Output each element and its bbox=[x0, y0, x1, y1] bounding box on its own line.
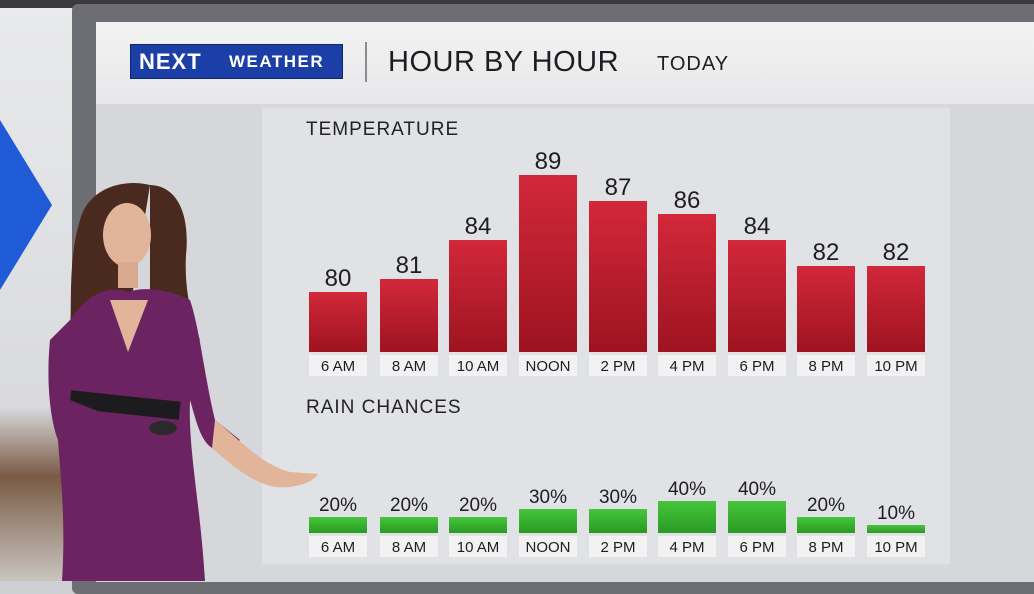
header-divider bbox=[365, 42, 367, 82]
temperature-bar bbox=[380, 279, 438, 352]
rain-category-label: 4 PM bbox=[669, 539, 704, 556]
rain-category-box bbox=[519, 536, 577, 557]
temperature-value-label: 87 bbox=[605, 174, 632, 201]
temperature-category-box bbox=[658, 355, 716, 376]
temperature-category-box bbox=[589, 355, 647, 376]
temperature-category-box bbox=[309, 355, 367, 376]
rain-value-label: 20% bbox=[459, 495, 497, 516]
rain-bar bbox=[867, 525, 925, 533]
temperature-value-label: 84 bbox=[465, 213, 492, 240]
studio-arrow-graphic bbox=[0, 120, 52, 290]
rain-category-box bbox=[658, 536, 716, 557]
temperature-bar bbox=[589, 201, 647, 352]
rain-category-label: 6 AM bbox=[321, 539, 355, 556]
temperature-bar bbox=[797, 266, 855, 352]
temperature-value-label: 80 bbox=[325, 265, 352, 292]
rain-value-label: 10% bbox=[877, 503, 915, 524]
temperature-category-label: 8 PM bbox=[808, 358, 843, 375]
rain-category-label: 6 PM bbox=[739, 539, 774, 556]
page-title: HOUR BY HOUR bbox=[388, 46, 620, 78]
temperature-category-label: 6 PM bbox=[739, 358, 774, 375]
rain-value-label: 20% bbox=[807, 495, 845, 516]
rain-value-label: 30% bbox=[599, 487, 637, 508]
presenter-figure bbox=[48, 183, 318, 581]
rain-category-label: 8 PM bbox=[808, 539, 843, 556]
rain-category-label: 10 AM bbox=[457, 539, 500, 556]
temperature-value-label: 82 bbox=[883, 239, 910, 266]
temperature-value-label: 86 bbox=[674, 187, 701, 214]
rain-category-label: NOON bbox=[526, 539, 571, 556]
temperature-category-label: NOON bbox=[526, 358, 571, 375]
rain-chances-chart: 20% 6 AM 20% 8 AM 20% 10 AM 30% NOON 30% 2 PM 40% 4… bbox=[309, 479, 925, 557]
temperature-category-label: 10 PM bbox=[874, 358, 917, 375]
temperature-category-label: 6 AM bbox=[321, 358, 355, 375]
rain-category-label: 2 PM bbox=[600, 539, 635, 556]
rain-bar bbox=[658, 501, 716, 533]
rain-value-label: 30% bbox=[529, 487, 567, 508]
rain-category-box bbox=[380, 536, 438, 557]
temperature-category-box bbox=[797, 355, 855, 376]
rain-category-box bbox=[867, 536, 925, 557]
rain-bar bbox=[797, 517, 855, 533]
temperature-value-label: 84 bbox=[744, 213, 771, 240]
rain-value-label: 20% bbox=[319, 495, 357, 516]
temperature-category-label: 4 PM bbox=[669, 358, 704, 375]
page-subtitle: TODAY bbox=[657, 53, 730, 75]
rain-category-label: 8 AM bbox=[392, 539, 426, 556]
temperature-category-label: 8 AM bbox=[392, 358, 426, 375]
temperature-category-label: 2 PM bbox=[600, 358, 635, 375]
temperature-chart-title: TEMPERATURE bbox=[306, 119, 460, 140]
rain-bar bbox=[380, 517, 438, 533]
temperature-category-label: 10 AM bbox=[457, 358, 500, 375]
temperature-value-label: 82 bbox=[813, 239, 840, 266]
logo-weather-text: WEATHER bbox=[229, 51, 325, 71]
temperature-bar bbox=[309, 292, 367, 352]
rain-bar bbox=[728, 501, 786, 533]
temperature-bar bbox=[867, 266, 925, 352]
temperature-bar bbox=[658, 214, 716, 352]
rain-category-box bbox=[797, 536, 855, 557]
temperature-value-label: 81 bbox=[396, 252, 423, 279]
logo-next-text: NEXT bbox=[139, 48, 202, 74]
hourly-charts: 80 6 AM 81 8 AM 84 10 AM 89 NOON 87 2 PM 86 4 PM 84 6… bbox=[309, 148, 925, 557]
temperature-value-label: 89 bbox=[535, 148, 562, 175]
rain-chart-title: RAIN CHANCES bbox=[306, 397, 462, 418]
rain-category-box bbox=[309, 536, 367, 557]
station-logo: NEXT WEATHER bbox=[130, 44, 343, 79]
rain-category-box bbox=[589, 536, 647, 557]
temperature-bar bbox=[449, 240, 507, 352]
rain-bar bbox=[449, 517, 507, 533]
rain-value-label: 20% bbox=[390, 495, 428, 516]
rain-value-label: 40% bbox=[668, 479, 706, 500]
rain-bar bbox=[589, 509, 647, 533]
temperature-bar bbox=[728, 240, 786, 352]
rain-category-box bbox=[728, 536, 786, 557]
temperature-category-box bbox=[380, 355, 438, 376]
rain-value-label: 40% bbox=[738, 479, 776, 500]
rain-category-label: 10 PM bbox=[874, 539, 917, 556]
rain-category-box bbox=[449, 536, 507, 557]
temperature-bar bbox=[519, 175, 577, 352]
temperature-category-box bbox=[728, 355, 786, 376]
rain-bar bbox=[309, 517, 367, 533]
temperature-chart: 80 6 AM 81 8 AM 84 10 AM 89 NOON 87 2 PM 86 4 PM 84 6… bbox=[309, 148, 925, 376]
temperature-category-box bbox=[449, 355, 507, 376]
rain-bar bbox=[519, 509, 577, 533]
temperature-category-box bbox=[867, 355, 925, 376]
temperature-category-box bbox=[519, 355, 577, 376]
